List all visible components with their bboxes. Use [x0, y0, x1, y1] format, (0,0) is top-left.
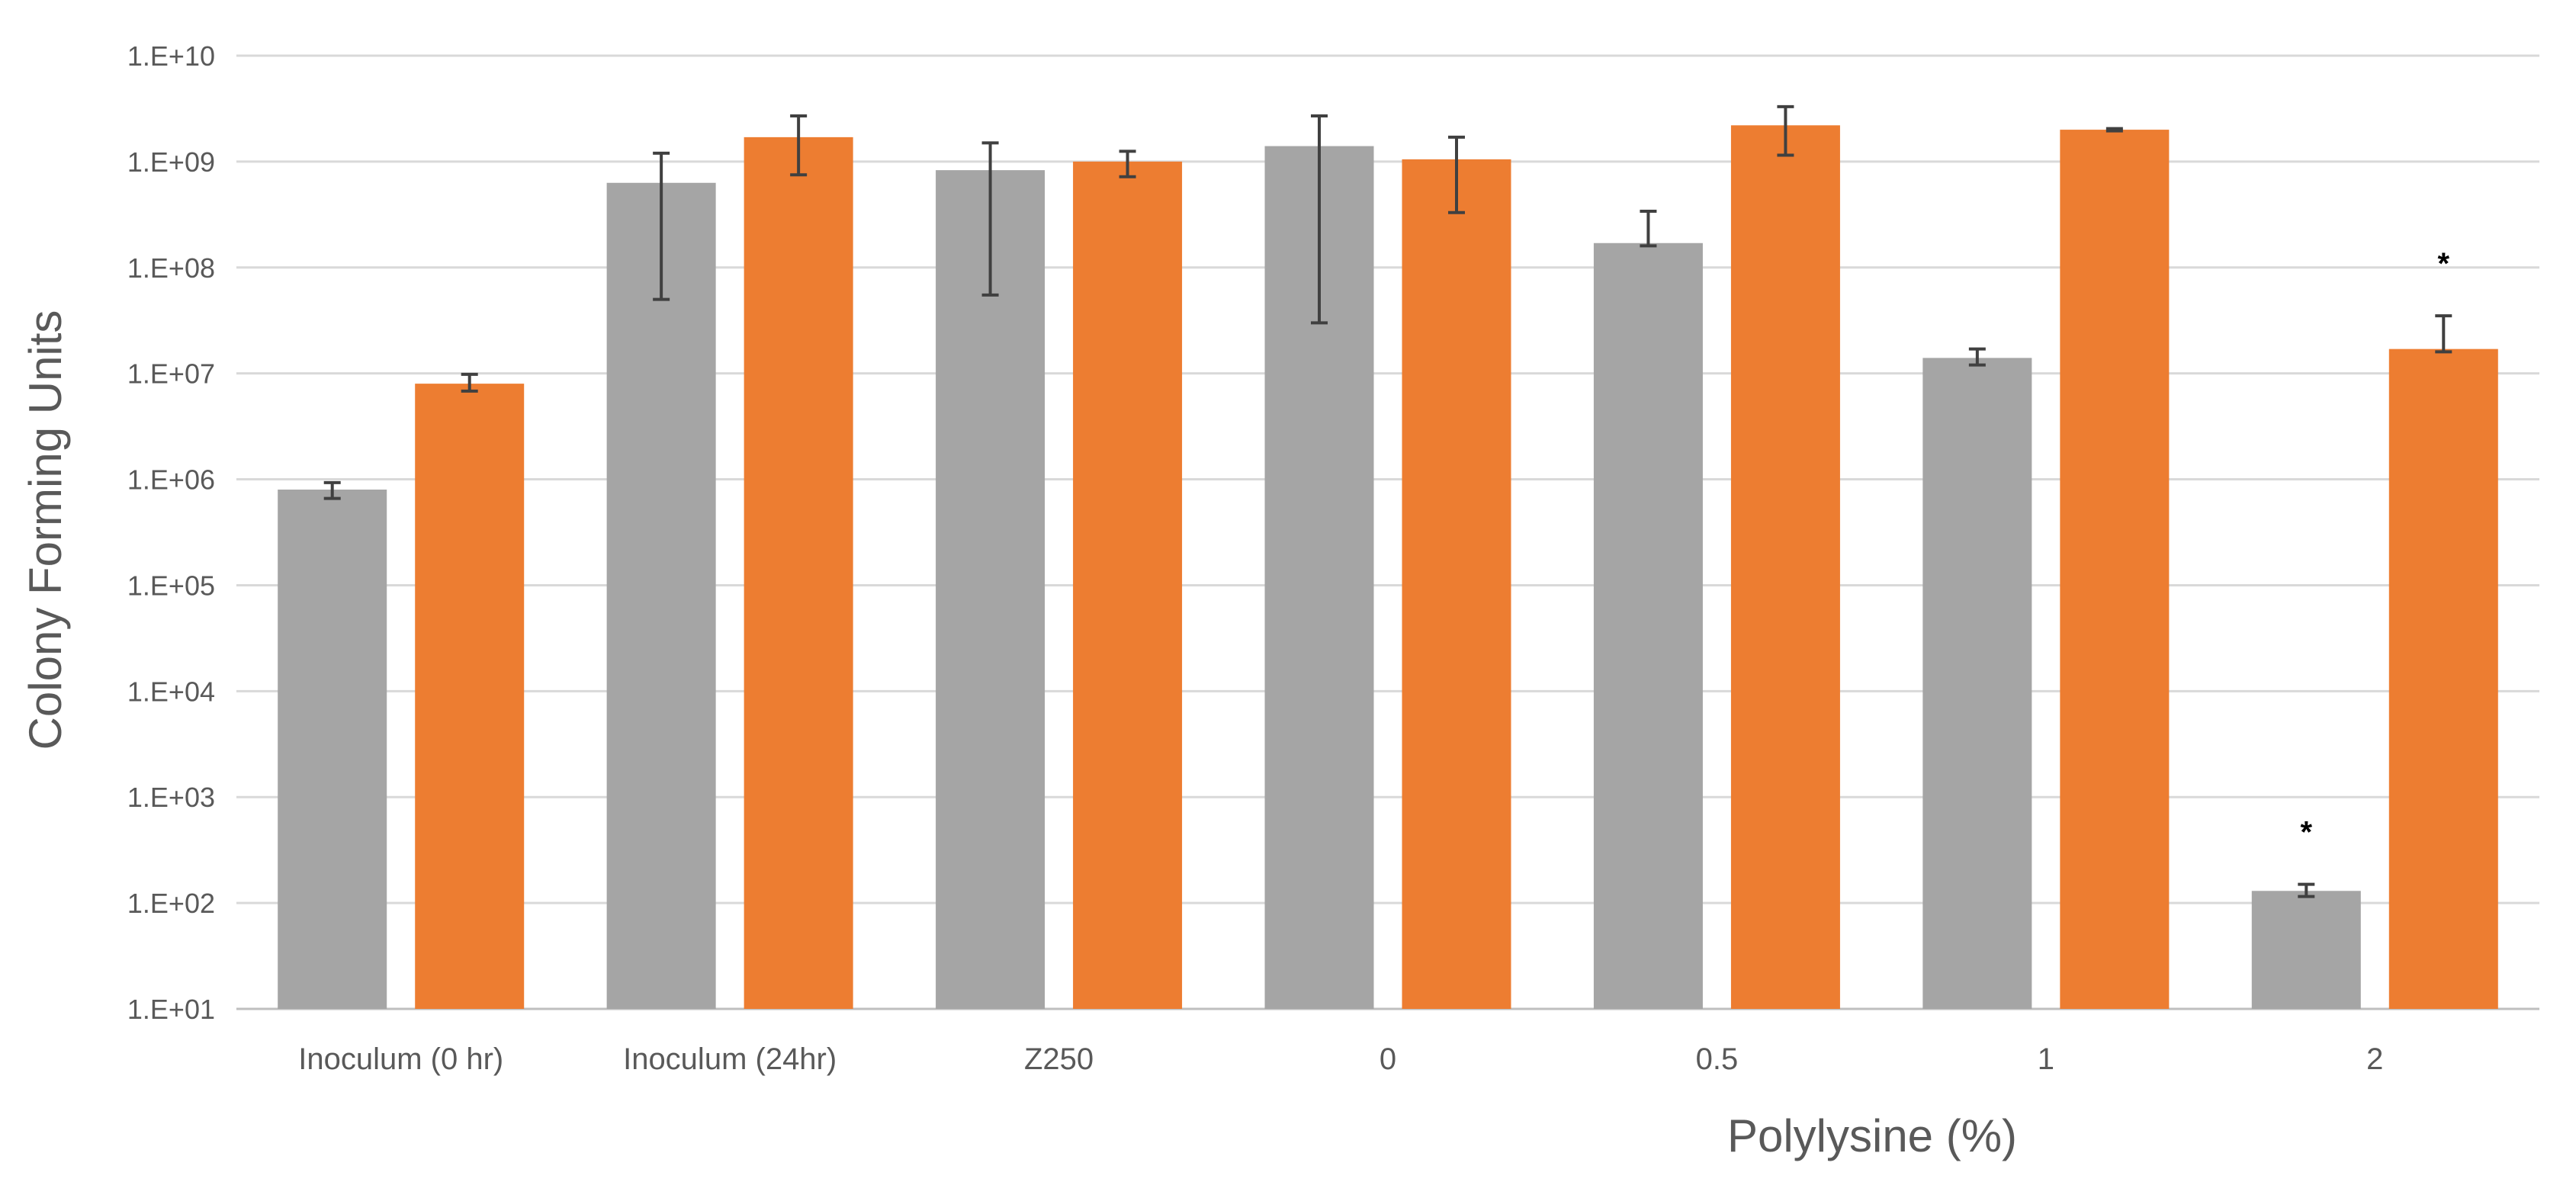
x-tick-label: 0 — [1380, 1042, 1396, 1076]
bar — [1593, 243, 1703, 1009]
y-tick-label: 1.E+07 — [127, 358, 215, 390]
x-tick-label: Inoculum (0 hr) — [298, 1042, 503, 1076]
y-tick-label: 1.E+08 — [127, 252, 215, 284]
y-axis-title: Colony Forming Units — [20, 310, 71, 750]
bars — [278, 125, 2498, 1010]
y-tick-label: 1.E+03 — [127, 782, 215, 813]
bar — [415, 384, 525, 1009]
bar — [2060, 130, 2170, 1010]
y-tick-label: 1.E+01 — [127, 994, 215, 1025]
x-tick-label: 0.5 — [1696, 1042, 1739, 1076]
error-bars — [323, 104, 2452, 898]
bar — [1402, 159, 1511, 1010]
significance-marker: * — [2437, 247, 2449, 281]
labels: 1.E+01 1.E+02 1.E+03 1.E+04 1.E+05 1.E+06 1.E+… — [127, 40, 2450, 1076]
x-tick-label: Z250 — [1024, 1042, 1094, 1076]
x-tick-label: 2 — [2366, 1042, 2383, 1076]
bar — [278, 490, 387, 1009]
x-axis-title: Polylysine (%) — [1727, 1110, 2017, 1161]
x-tick-label: Inoculum (24hr) — [623, 1042, 837, 1076]
y-tick-label: 1.E+06 — [127, 464, 215, 496]
y-tick-label: 1.E+04 — [127, 676, 215, 707]
y-tick-label: 1.E+10 — [127, 40, 215, 72]
gridlines — [236, 54, 2539, 1010]
y-tick-label: 1.E+05 — [127, 570, 215, 601]
y-tick-label: 1.E+02 — [127, 888, 215, 919]
y-tick-label: 1.E+09 — [127, 146, 215, 178]
bar — [1730, 125, 1840, 1009]
bar — [1922, 358, 2032, 1009]
significance-marker: * — [2300, 816, 2312, 850]
bar — [2388, 348, 2498, 1009]
bar — [606, 182, 716, 1009]
bar — [744, 137, 853, 1010]
bar — [936, 170, 1045, 1009]
bar — [1073, 161, 1183, 1009]
x-tick-label: 1 — [2038, 1042, 2054, 1076]
bar — [2251, 891, 2361, 1009]
